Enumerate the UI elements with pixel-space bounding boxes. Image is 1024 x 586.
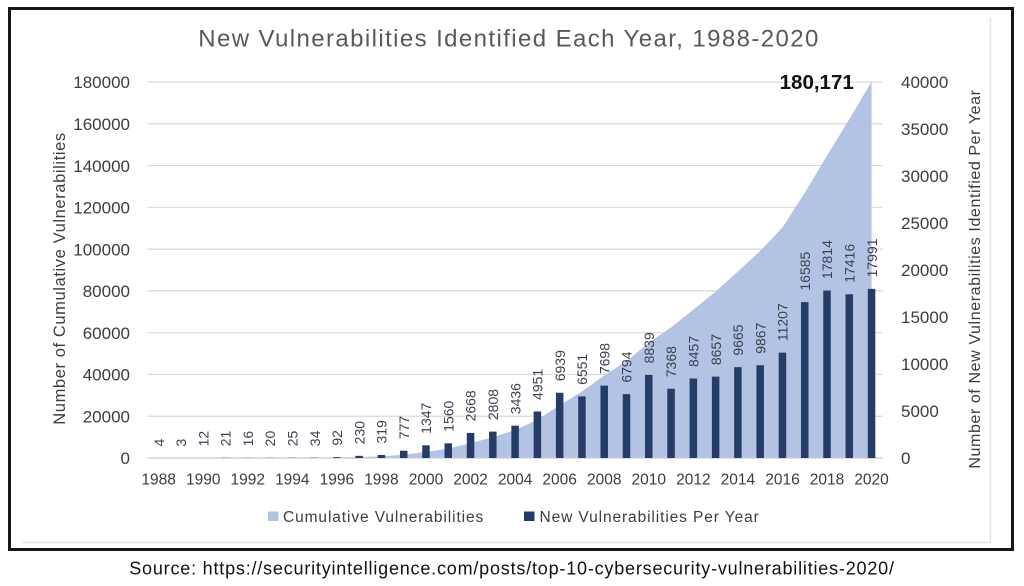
svg-text:2008: 2008 <box>587 472 621 489</box>
svg-text:2012: 2012 <box>676 472 710 489</box>
svg-text:New Vulnerabilities Identified: New Vulnerabilities Identified Each Year… <box>198 26 820 53</box>
svg-text:160000: 160000 <box>73 115 130 134</box>
svg-text:11207: 11207 <box>775 303 791 341</box>
svg-text:New Vulnerabilities Per Year: New Vulnerabilities Per Year <box>540 509 760 526</box>
svg-text:6939: 6939 <box>552 350 568 381</box>
svg-text:16585: 16585 <box>797 251 813 290</box>
svg-text:1992: 1992 <box>231 472 265 489</box>
svg-text:180000: 180000 <box>73 73 130 92</box>
svg-text:21: 21 <box>218 431 234 447</box>
svg-text:Number of Cumulative Vulnerabi: Number of Cumulative Vulnerabilities <box>51 132 69 424</box>
svg-text:1998: 1998 <box>364 472 398 489</box>
svg-text:25: 25 <box>285 430 301 446</box>
svg-text:1990: 1990 <box>186 472 221 489</box>
svg-text:1560: 1560 <box>440 400 456 431</box>
svg-text:60000: 60000 <box>83 324 130 343</box>
svg-text:180,171: 180,171 <box>780 71 854 94</box>
svg-text:3: 3 <box>173 438 189 446</box>
svg-text:8839: 8839 <box>641 332 657 363</box>
svg-text:2002: 2002 <box>453 472 487 489</box>
svg-text:777: 777 <box>396 416 412 440</box>
svg-text:10000: 10000 <box>901 355 948 374</box>
svg-text:100000: 100000 <box>73 240 130 259</box>
svg-text:40000: 40000 <box>83 366 130 385</box>
svg-text:0: 0 <box>121 449 130 468</box>
svg-text:6794: 6794 <box>619 351 635 382</box>
svg-text:4951: 4951 <box>530 369 546 400</box>
svg-text:17814: 17814 <box>819 240 835 279</box>
svg-text:1994: 1994 <box>275 472 310 489</box>
svg-text:1347: 1347 <box>418 402 434 433</box>
svg-text:2010: 2010 <box>632 472 667 489</box>
svg-text:1996: 1996 <box>320 472 354 489</box>
svg-text:3436: 3436 <box>507 383 523 414</box>
svg-text:0: 0 <box>901 449 910 468</box>
svg-text:7368: 7368 <box>663 346 679 377</box>
svg-text:92: 92 <box>329 430 345 446</box>
svg-text:20: 20 <box>262 431 278 447</box>
svg-text:4: 4 <box>151 438 167 446</box>
svg-text:17991: 17991 <box>864 238 880 277</box>
svg-text:40000: 40000 <box>901 73 948 92</box>
svg-text:12: 12 <box>195 431 211 447</box>
svg-text:2016: 2016 <box>765 472 799 489</box>
svg-text:2000: 2000 <box>409 472 444 489</box>
svg-text:120000: 120000 <box>73 199 130 218</box>
svg-text:Number of New Vulnerabilities: Number of New Vulnerabilities Identified… <box>967 89 984 468</box>
svg-text:7698: 7698 <box>596 343 612 374</box>
svg-text:2020: 2020 <box>854 472 889 489</box>
svg-text:2004: 2004 <box>498 472 533 489</box>
svg-text:25000: 25000 <box>901 214 948 233</box>
svg-text:30000: 30000 <box>901 167 948 186</box>
svg-text:9665: 9665 <box>730 324 746 355</box>
svg-text:34: 34 <box>307 430 323 446</box>
svg-text:140000: 140000 <box>73 157 130 176</box>
svg-text:2018: 2018 <box>810 472 844 489</box>
svg-text:8457: 8457 <box>686 336 702 367</box>
svg-text:2808: 2808 <box>485 389 501 420</box>
svg-text:230: 230 <box>351 421 367 445</box>
svg-text:6551: 6551 <box>574 354 590 385</box>
svg-text:Source: https://securityintell: Source: https://securityintelligence.com… <box>129 559 895 579</box>
svg-text:15000: 15000 <box>901 308 948 327</box>
svg-text:5000: 5000 <box>901 402 939 421</box>
svg-text:20000: 20000 <box>901 261 948 280</box>
svg-text:Cumulative Vulnerabilities: Cumulative Vulnerabilities <box>283 509 484 526</box>
svg-text:2014: 2014 <box>721 472 756 489</box>
svg-text:9867: 9867 <box>752 322 768 353</box>
svg-text:80000: 80000 <box>83 282 130 301</box>
svg-text:17416: 17416 <box>841 244 857 283</box>
svg-text:16: 16 <box>240 431 256 447</box>
svg-text:2006: 2006 <box>542 472 576 489</box>
svg-text:35000: 35000 <box>901 120 948 139</box>
svg-text:1988: 1988 <box>141 472 175 489</box>
svg-text:319: 319 <box>374 420 390 444</box>
svg-text:20000: 20000 <box>83 407 130 426</box>
svg-text:2668: 2668 <box>463 390 479 421</box>
svg-text:8657: 8657 <box>708 334 724 365</box>
